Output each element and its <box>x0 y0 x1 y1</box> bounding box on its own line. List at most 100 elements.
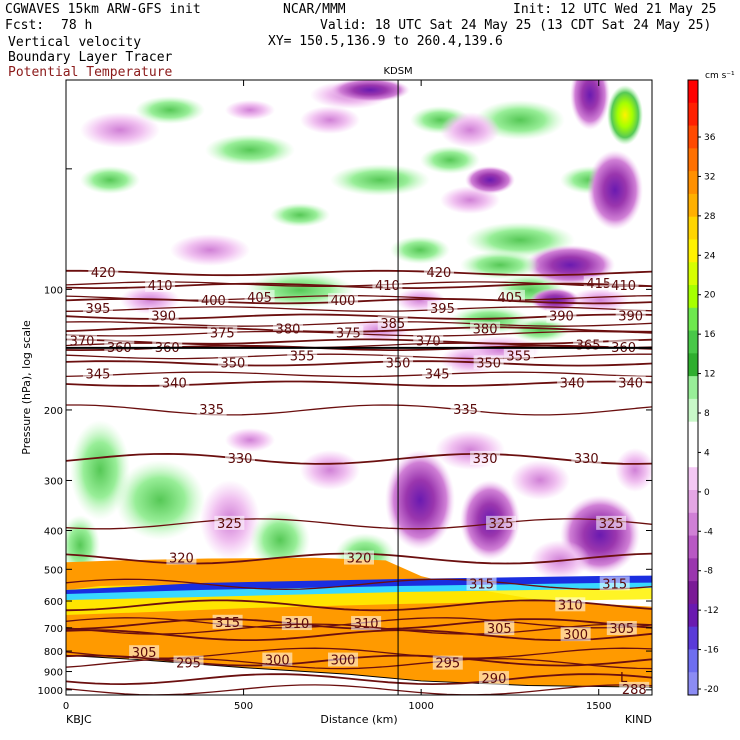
y-tick-label: 800 <box>44 647 63 658</box>
theta-label: 390 <box>151 310 176 325</box>
velocity-cell <box>135 96 205 124</box>
contour-label-bg <box>571 450 602 465</box>
colorbar-swatch <box>688 581 698 605</box>
colorbar-label: -12 <box>704 606 719 616</box>
x-tick-label: 500 <box>234 701 253 712</box>
velocity-cell <box>510 460 570 500</box>
theta-label: 335 <box>199 403 224 418</box>
contour-label-bg <box>583 276 614 291</box>
colorbar-label: -16 <box>704 646 719 656</box>
y-tick-label: 1000 <box>38 686 63 697</box>
contour-label-bg <box>148 308 179 323</box>
plot-frame <box>65 79 653 696</box>
colorbar-label: -4 <box>704 527 713 537</box>
x-tick-label: 1500 <box>586 701 611 712</box>
contour-label-bg <box>372 277 403 292</box>
colorbar-swatch <box>688 672 698 696</box>
contour-label-bg <box>466 576 497 591</box>
theta-label: 410 <box>148 279 173 294</box>
field-vertical-velocity: Vertical velocity <box>8 35 142 50</box>
colorbar-swatch <box>688 216 698 240</box>
contour-label-bg <box>470 450 501 465</box>
contour-label-bg <box>225 450 256 465</box>
colorbar-swatch <box>688 239 698 263</box>
colorbar-label: -20 <box>704 685 719 695</box>
colorbar-swatch <box>688 512 698 537</box>
theta-label: 390 <box>549 310 574 325</box>
theta-label: 340 <box>618 377 643 392</box>
theta-label: 320 <box>347 552 372 567</box>
contour-label-bg <box>596 515 627 530</box>
colorbar-swatch <box>688 102 698 127</box>
colorbar-swatch <box>688 171 698 195</box>
theta-contour-line <box>66 298 652 305</box>
contour-label-bg <box>82 366 113 381</box>
colorbar-label: 4 <box>704 448 710 458</box>
colorbar-swatch <box>688 558 698 582</box>
theta-contour-line <box>66 269 652 277</box>
theta-contour-line <box>66 371 652 378</box>
velocity-cell <box>587 150 643 230</box>
theta-label: 395 <box>430 302 455 317</box>
contour-label-bg <box>344 550 374 565</box>
velocity-cell <box>465 166 515 194</box>
velocity-cell <box>330 80 410 102</box>
contour-label-bg <box>287 348 318 363</box>
contour-label-bg <box>145 277 176 292</box>
colorbar-swatch <box>688 490 698 514</box>
theta-label: 420 <box>426 266 451 281</box>
velocity-cell <box>570 80 610 130</box>
theta-label: 375 <box>210 327 235 342</box>
velocity-cell <box>300 450 360 490</box>
theta-label: 340 <box>560 377 585 392</box>
contour-label-bg <box>450 401 481 416</box>
theta-label: 335 <box>453 403 478 418</box>
velocity-cell <box>390 236 450 264</box>
contour-label-bg <box>560 627 591 642</box>
contour-label-bg <box>599 576 630 591</box>
colorbar: 36 32 28 24 20 16 12 8 4 0 -4 -8 -12 -16 -20 cm s⁻¹ <box>687 71 735 696</box>
station-marker: KDSM <box>383 66 413 695</box>
y-tick-label: 900 <box>44 668 63 679</box>
init-time: Init: 12 UTC Wed 21 May 25 <box>513 2 717 17</box>
theta-label: 295 <box>176 657 201 672</box>
theta-label: 390 <box>618 310 643 325</box>
x-tick-label: 0 <box>63 701 69 712</box>
contour-label-bg <box>214 515 245 530</box>
colorbar-label: 0 <box>704 488 710 498</box>
colorbar-swatch <box>688 398 698 423</box>
contour-label-bg <box>207 325 238 340</box>
y-tick-label: 400 <box>44 526 63 537</box>
velocity-cell <box>115 460 205 540</box>
colorbar-swatch <box>688 603 698 628</box>
colorbar-swatch <box>688 353 698 377</box>
theta-label: 410 <box>611 279 636 294</box>
contour-label-bg <box>473 355 504 370</box>
theta-contour-line <box>66 360 652 367</box>
colorbar-swatch <box>688 307 698 332</box>
contour-label-bg <box>244 289 275 304</box>
theta-label: 355 <box>290 349 315 364</box>
contour-label-bg <box>546 308 577 323</box>
colorbar-label: 36 <box>704 133 716 143</box>
contour-label-bg <box>503 348 534 363</box>
theta-label: 288 <box>622 683 647 698</box>
velocity-cell <box>70 420 130 520</box>
theta-label: 345 <box>425 367 450 382</box>
y-tick-label: 700 <box>44 624 63 635</box>
theta-label: 370 <box>70 335 95 350</box>
theta-contour-line <box>66 647 652 659</box>
colorbar-label: 24 <box>704 251 716 261</box>
colorbar-units: cm s⁻¹ <box>705 71 735 81</box>
contour-label-bg <box>557 375 588 390</box>
contour-label-bg <box>196 401 227 416</box>
colorbar-swatch <box>688 330 698 354</box>
contour-label-bg <box>262 652 293 667</box>
contour-label-bg <box>615 375 646 390</box>
y-tick-label: 200 <box>44 406 63 417</box>
org-label: NCAR/MMM <box>283 2 346 17</box>
contour-label-bg <box>422 366 453 381</box>
theta-label: 350 <box>476 356 501 371</box>
x-tick-label: 1000 <box>408 701 433 712</box>
